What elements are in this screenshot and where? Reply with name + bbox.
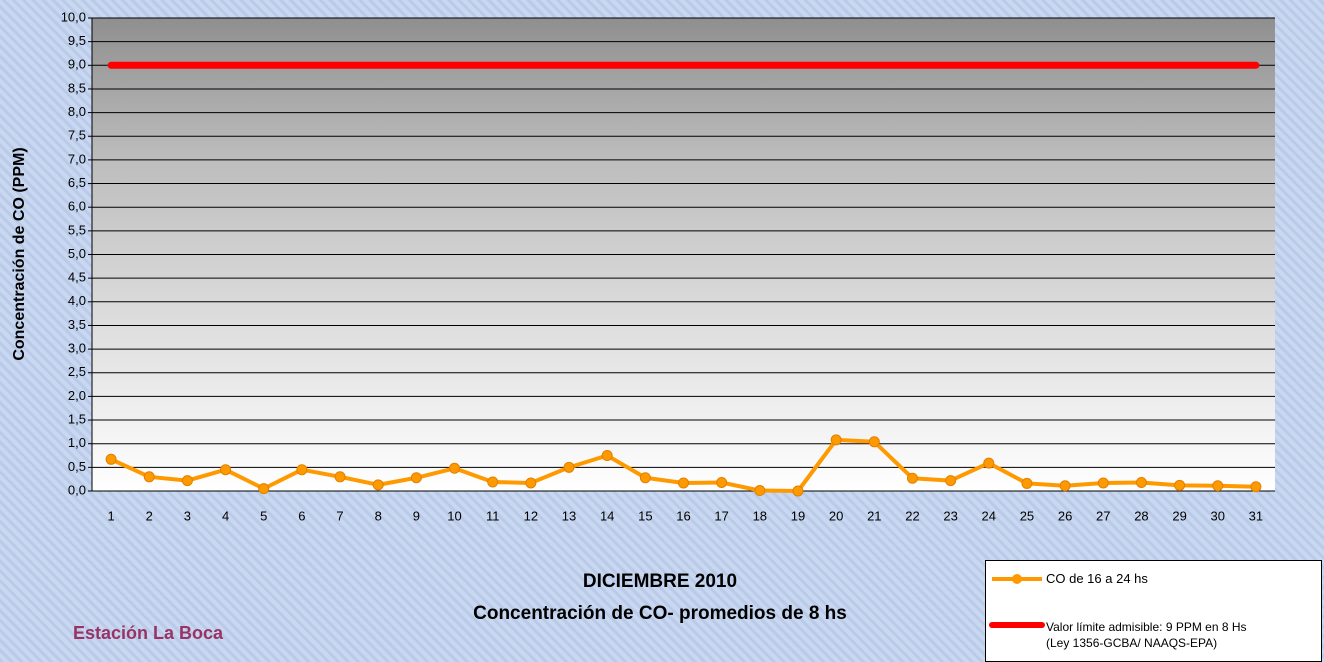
- point: [144, 472, 154, 482]
- x-tick-label: 15: [638, 508, 652, 523]
- y-tick-label: 5,5: [68, 222, 86, 237]
- x-tick-label: 28: [1134, 508, 1148, 523]
- y-tick-label: 8,5: [68, 80, 86, 95]
- x-tick-label: 11: [486, 508, 500, 523]
- point: [679, 478, 689, 488]
- point: [564, 462, 574, 472]
- y-tick-label: 7,5: [68, 128, 86, 143]
- legend-item: Valor límite admisible: 9 PPM en 8 Hs (L…: [986, 619, 1266, 651]
- point: [1213, 481, 1223, 491]
- point: [221, 465, 231, 475]
- y-tick-label: 6,5: [68, 175, 86, 190]
- point: [946, 476, 956, 486]
- point: [450, 463, 460, 473]
- y-tick-label: 7,0: [68, 151, 86, 166]
- point: [755, 486, 765, 496]
- y-tick-label: 4,5: [68, 270, 86, 285]
- point: [106, 454, 116, 464]
- point: [259, 484, 269, 494]
- x-tick-label: 8: [375, 508, 382, 523]
- x-tick-label: 10: [447, 508, 461, 523]
- point: [182, 476, 192, 486]
- x-tick-label: 16: [676, 508, 690, 523]
- y-tick-label: 0,5: [68, 459, 86, 474]
- y-axis-label: Concentración de CO (PPM): [11, 147, 28, 360]
- y-tick-label: 0,0: [68, 482, 86, 497]
- x-tick-label: 5: [260, 508, 267, 523]
- y-tick-label: 8,0: [68, 104, 86, 119]
- point: [869, 437, 879, 447]
- x-tick-label: 29: [1172, 508, 1186, 523]
- point: [335, 472, 345, 482]
- point: [984, 458, 994, 468]
- point: [1060, 481, 1070, 491]
- x-tick-label: 4: [222, 508, 229, 523]
- x-tick-label: 17: [714, 508, 728, 523]
- y-tick-label: 9,5: [68, 33, 86, 48]
- point: [373, 480, 383, 490]
- point: [297, 465, 307, 475]
- point: [602, 451, 612, 461]
- x-tick-label: 14: [600, 508, 614, 523]
- x-tick-label: 21: [867, 508, 881, 523]
- point: [411, 473, 421, 483]
- y-tick-label: 10,0: [61, 9, 86, 24]
- chart-subtitle: Concentración de CO- promedios de 8 hs: [473, 603, 847, 624]
- y-tick-label: 3,0: [68, 341, 86, 356]
- y-tick-label: 5,0: [68, 246, 86, 261]
- point: [831, 435, 841, 445]
- x-tick-label: 31: [1249, 508, 1263, 523]
- x-tick-label: 7: [336, 508, 343, 523]
- x-tick-label: 3: [184, 508, 191, 523]
- point: [1136, 477, 1146, 487]
- x-tick-label: 1: [107, 508, 114, 523]
- x-tick-label: 30: [1211, 508, 1225, 523]
- x-tick-label: 13: [562, 508, 576, 523]
- legend-swatch: [986, 619, 1046, 635]
- x-tick-label: 25: [1020, 508, 1034, 523]
- point: [1022, 478, 1032, 488]
- point: [907, 473, 917, 483]
- point: [526, 478, 536, 488]
- point: [1098, 478, 1108, 488]
- x-tick-label: 9: [413, 508, 420, 523]
- x-tick-label: 6: [298, 508, 305, 523]
- point: [793, 486, 803, 496]
- legend-swatch: [986, 571, 1046, 587]
- x-tick-label: 20: [829, 508, 843, 523]
- legend-label: CO de 16 a 24 hs: [1046, 571, 1266, 587]
- point: [1175, 480, 1185, 490]
- x-tick-label: 27: [1096, 508, 1110, 523]
- chart-title: DICIEMBRE 2010: [583, 571, 737, 592]
- y-tick-label: 3,5: [68, 317, 86, 332]
- y-tick-label: 2,5: [68, 364, 86, 379]
- y-tick-label: 1,0: [68, 435, 86, 450]
- x-tick-label: 12: [524, 508, 538, 523]
- y-tick-label: 1,5: [68, 411, 86, 426]
- x-tick-label: 23: [943, 508, 957, 523]
- y-tick-label: 2,0: [68, 388, 86, 403]
- point: [1251, 482, 1261, 492]
- x-tick-label: 24: [982, 508, 996, 523]
- point: [488, 477, 498, 487]
- x-tick-label: 22: [905, 508, 919, 523]
- station-label: Estación La Boca: [73, 623, 224, 643]
- point: [717, 477, 727, 487]
- legend: CO de 16 a 24 hs Valor límite admisible: …: [985, 560, 1322, 662]
- x-tick-label: 19: [791, 508, 805, 523]
- y-tick-label: 9,0: [68, 57, 86, 72]
- x-tick-label: 18: [753, 508, 767, 523]
- x-tick-label: 26: [1058, 508, 1072, 523]
- y-tick-label: 4,0: [68, 293, 86, 308]
- x-tick-label: 2: [146, 508, 153, 523]
- y-tick-label: 6,0: [68, 199, 86, 214]
- point: [640, 473, 650, 483]
- legend-label: Valor límite admisible: 9 PPM en 8 Hs (L…: [1046, 619, 1266, 651]
- legend-item: CO de 16 a 24 hs: [986, 571, 1266, 587]
- page: DICIEMBRE 2010 Concentración de CO- prom…: [0, 0, 1324, 662]
